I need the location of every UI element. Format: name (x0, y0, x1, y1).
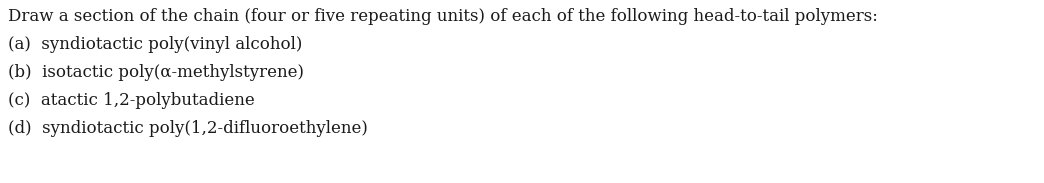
Text: (a)  syndiotactic poly(vinyl alcohol): (a) syndiotactic poly(vinyl alcohol) (8, 36, 303, 53)
Text: (b)  isotactic poly(α-methylstyrene): (b) isotactic poly(α-methylstyrene) (8, 64, 304, 81)
Text: (d)  syndiotactic poly(1,2-difluoroethylene): (d) syndiotactic poly(1,2-difluoroethyle… (8, 120, 367, 137)
Text: Draw a section of the chain (four or five repeating units) of each of the follow: Draw a section of the chain (four or fiv… (8, 8, 878, 25)
Text: (c)  atactic 1,2-polybutadiene: (c) atactic 1,2-polybutadiene (8, 92, 255, 109)
